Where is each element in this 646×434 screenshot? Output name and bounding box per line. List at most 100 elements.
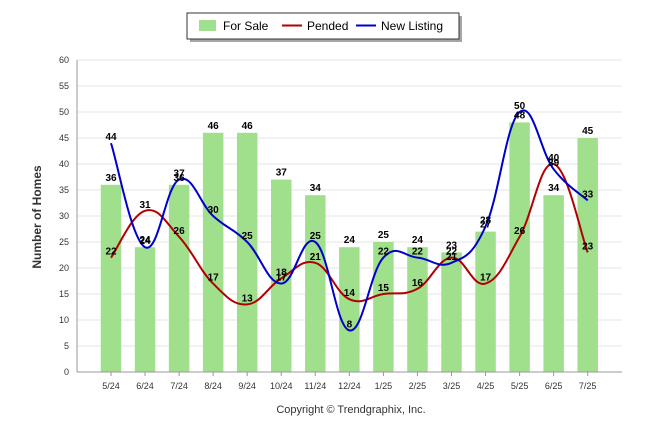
data-label-for-sale: 34 (310, 183, 322, 194)
data-label-for-sale: 46 (242, 121, 254, 132)
axes: 0 5 10 15 20 25 30 35 40 45 50 55 60 5/24 6/24 7/24 8/24… (59, 55, 622, 391)
data-label-new-listing: 8 (347, 319, 353, 330)
data-label-pended: 40 (548, 153, 560, 164)
data-label-pended: 18 (276, 267, 288, 278)
data-label-new-listing: 37 (174, 169, 186, 180)
line-new-listing (110, 109, 589, 332)
x-tick-label: 9/24 (238, 381, 256, 391)
data-label-pended: 22 (105, 247, 117, 258)
trend-lines (110, 109, 589, 332)
data-label-pended: 23 (582, 241, 594, 252)
data-label-new-listing: 33 (582, 189, 594, 200)
x-tick-label: 2/25 (409, 381, 427, 391)
data-label-for-sale: 37 (276, 168, 288, 179)
x-tick-label: 8/24 (204, 381, 222, 391)
y-tick-label: 50 (59, 107, 69, 117)
data-label-for-sale: 24 (139, 235, 151, 246)
bar-for-sale (373, 242, 394, 372)
bar-for-sale (271, 179, 292, 372)
data-label-new-listing: 25 (242, 231, 254, 242)
x-tick-label: 3/25 (443, 381, 461, 391)
data-label-new-listing: 17 (276, 273, 288, 284)
data-label-pended: 17 (208, 273, 220, 284)
data-label-new-listing: 25 (310, 231, 322, 242)
x-tick-label: 10/24 (270, 381, 293, 391)
data-label-pended: 15 (378, 283, 390, 294)
data-label-new-listing: 44 (105, 132, 117, 143)
x-tick-label: 6/24 (136, 381, 154, 391)
data-label-new-listing: 28 (480, 215, 492, 226)
y-tick-label: 25 (59, 237, 69, 247)
data-label-new-listing: 22 (412, 247, 424, 258)
bar-for-sale (100, 184, 122, 372)
y-tick-label: 5 (64, 341, 69, 351)
data-label-for-sale: 36 (105, 173, 117, 184)
data-label-new-listing: 30 (208, 205, 220, 216)
bar-for-sale (407, 247, 428, 372)
y-tick-label: 0 (64, 367, 69, 377)
y-tick-label: 30 (59, 211, 69, 221)
data-label-for-sale: 23 (446, 240, 458, 251)
x-tick-label: 5/25 (511, 381, 529, 391)
bar-for-sale (236, 132, 258, 372)
data-label-pended: 31 (139, 200, 151, 211)
y-tick-label: 60 (59, 55, 69, 65)
data-label-pended: 26 (514, 226, 526, 237)
data-label-pended: 26 (174, 226, 186, 237)
bar-for-sale (339, 247, 360, 372)
data-label-for-sale: 27 (480, 220, 492, 231)
y-axis-label: Number of Homes (30, 165, 44, 269)
bar-for-sale (577, 138, 598, 372)
bar-for-sale (305, 195, 326, 372)
data-labels: 36 24 36 46 46 37 34 24 25 24 23 27 48 34 45 22 31 26 17 13… (105, 101, 593, 330)
y-tick-label: 35 (59, 185, 69, 195)
data-label-new-listing: 50 (514, 101, 526, 112)
data-label-new-listing: 22 (378, 247, 390, 258)
legend: For Sale Pended New Listing (186, 12, 462, 42)
y-tick-label: 15 (59, 289, 69, 299)
x-tick-label: 6/25 (545, 381, 563, 391)
y-tick-label: 45 (59, 133, 69, 143)
bar-for-sale (543, 195, 564, 372)
data-label-for-sale: 48 (514, 110, 526, 121)
x-tick-label: 4/25 (477, 381, 495, 391)
data-label-pended: 16 (412, 278, 424, 289)
x-tick-label: 7/25 (579, 381, 597, 391)
legend-swatch-for-sale (199, 20, 216, 31)
data-label-pended: 21 (310, 252, 322, 263)
bar-for-sale (134, 247, 156, 372)
x-tick-label: 1/25 (375, 381, 393, 391)
line-pended (110, 163, 589, 306)
x-tick-label: 5/24 (102, 381, 120, 391)
copyright-text: Copyright © Trendgraphix, Inc. (276, 404, 425, 416)
bar-for-sale (202, 132, 224, 372)
data-label-pended: 14 (344, 288, 356, 299)
x-tick-label: 7/24 (170, 381, 188, 391)
data-label-for-sale: 45 (582, 126, 594, 137)
y-tick-label: 40 (59, 159, 69, 169)
data-label-pended: 22 (446, 247, 458, 258)
bar-for-sale (509, 122, 530, 373)
x-tick-label: 11/24 (304, 381, 326, 391)
data-label-new-listing: 24 (139, 236, 151, 247)
data-label-pended: 13 (242, 293, 254, 304)
bar-for-sale (168, 184, 190, 372)
x-tick-label: 12/24 (338, 381, 361, 391)
bar-for-sale (441, 252, 462, 372)
for-sale-bars (100, 122, 598, 373)
y-tick-label: 20 (59, 263, 69, 273)
legend-label-for-sale: For Sale (223, 19, 269, 33)
data-label-new-listing: 39 (548, 158, 560, 169)
data-label-for-sale: 25 (378, 230, 390, 241)
legend-label-new-listing: New Listing (381, 19, 443, 33)
data-label-for-sale: 34 (548, 183, 560, 194)
y-tick-label: 55 (59, 81, 69, 91)
legend-box (186, 12, 460, 40)
data-label-for-sale: 36 (174, 173, 186, 184)
data-label-pended: 17 (480, 273, 492, 284)
data-label-for-sale: 46 (208, 121, 220, 132)
data-label-new-listing: 21 (446, 252, 458, 263)
data-label-for-sale: 24 (344, 235, 356, 246)
data-label-for-sale: 24 (412, 235, 424, 246)
